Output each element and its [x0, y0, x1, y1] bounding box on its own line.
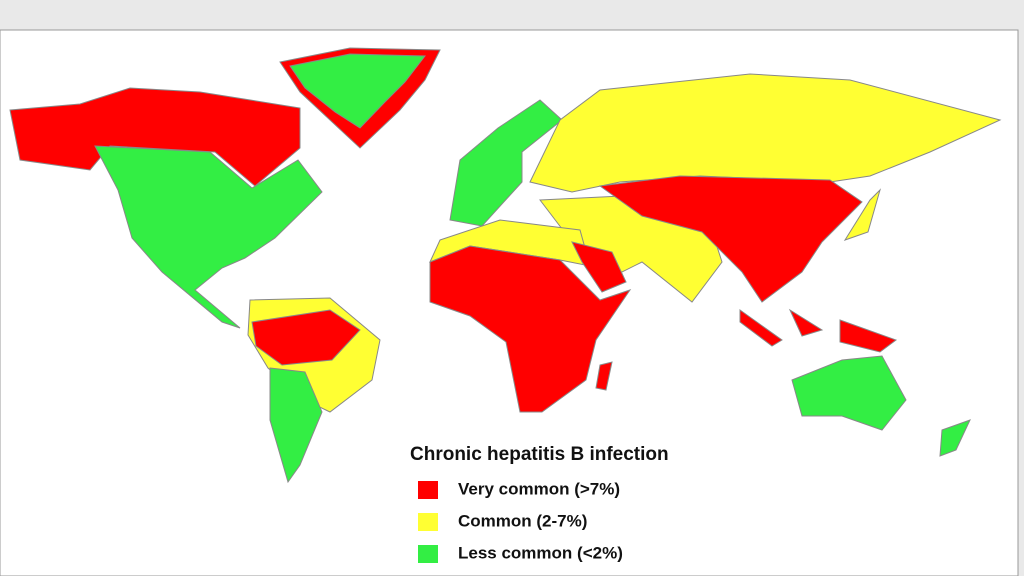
legend-label: Very common (>7%) — [458, 479, 620, 498]
region — [529, 73, 1002, 193]
legend-title: Chronic hepatitis B infection — [410, 444, 669, 465]
world-map — [9, 47, 1002, 484]
region — [595, 361, 613, 391]
region — [788, 308, 824, 337]
region — [939, 419, 971, 457]
region — [598, 175, 863, 303]
region — [94, 145, 323, 329]
region — [839, 319, 898, 353]
region — [251, 309, 361, 366]
region — [791, 355, 907, 431]
region — [9, 87, 301, 187]
legend: Chronic hepatitis B infection Very commo… — [410, 444, 669, 563]
region — [571, 241, 627, 293]
legend-label: Less common (<2%) — [458, 543, 623, 562]
region — [289, 53, 426, 129]
region — [843, 188, 882, 241]
region — [449, 99, 563, 227]
legend-label: Common (2-7%) — [458, 511, 587, 530]
legend-swatch — [418, 481, 438, 499]
legend-swatch — [418, 545, 438, 563]
region — [269, 367, 323, 484]
legend-swatch — [418, 513, 438, 531]
region — [739, 309, 783, 347]
region — [429, 245, 632, 413]
